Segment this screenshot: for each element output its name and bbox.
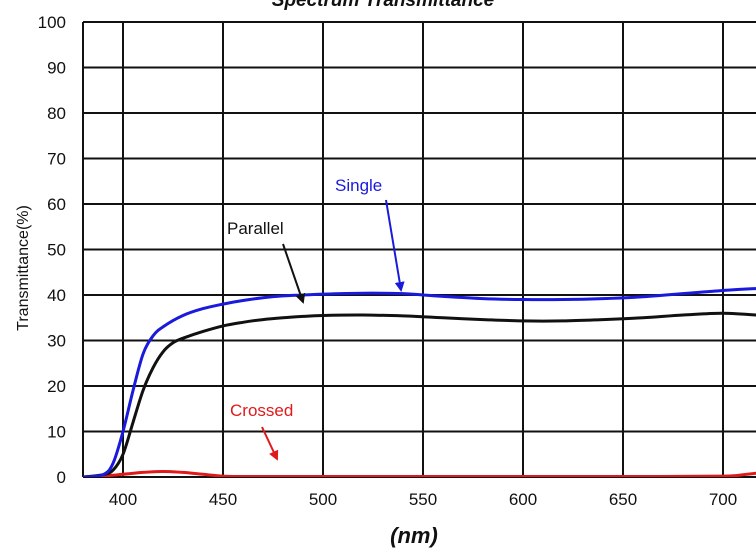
annotation-parallel-arrow <box>282 243 306 304</box>
x-tick-label: 450 <box>209 490 237 509</box>
y-tick-label: 0 <box>57 468 66 487</box>
y-tick-label: 40 <box>47 286 66 305</box>
y-tick-label: 60 <box>47 195 66 214</box>
annotation-parallel-label: Parallel <box>227 219 284 238</box>
annotation-parallel: Parallel <box>227 219 306 304</box>
y-tick-label: 30 <box>47 332 66 351</box>
x-tick-label: 500 <box>309 490 337 509</box>
chart-title: Spectrum Transmittance <box>272 0 495 11</box>
x-axis-ticks: 400 450 500 550 600 650 700 <box>109 490 737 509</box>
y-tick-label: 90 <box>47 59 66 78</box>
annotation-single: Single <box>335 176 405 292</box>
y-tick-label: 70 <box>47 150 66 169</box>
y-tick-label: 50 <box>47 241 66 260</box>
annotation-crossed-label: Crossed <box>230 401 293 420</box>
y-axis-ticks: 0 10 20 30 40 50 60 70 80 90 100 <box>38 13 66 487</box>
y-axis-label: Transmittance(%) <box>15 205 32 331</box>
y-tick-label: 80 <box>47 104 66 123</box>
annotation-single-arrow <box>385 199 405 292</box>
x-tick-label: 550 <box>409 490 437 509</box>
y-tick-label: 10 <box>47 423 66 442</box>
series-lines <box>83 287 756 477</box>
annotation-single-label: Single <box>335 176 382 195</box>
x-tick-label: 700 <box>709 490 737 509</box>
grid <box>82 21 756 478</box>
series-line-crossed <box>83 470 756 477</box>
x-tick-label: 600 <box>509 490 537 509</box>
y-tick-label: 100 <box>38 13 66 32</box>
series-line-single <box>83 287 756 477</box>
annotation-crossed-arrow <box>261 426 279 461</box>
annotation-crossed: Crossed <box>230 401 293 461</box>
x-tick-label: 400 <box>109 490 137 509</box>
series-line-parallel <box>83 311 756 477</box>
x-tick-label: 650 <box>609 490 637 509</box>
x-axis-label: (nm) <box>390 523 438 548</box>
y-tick-label: 20 <box>47 377 66 396</box>
